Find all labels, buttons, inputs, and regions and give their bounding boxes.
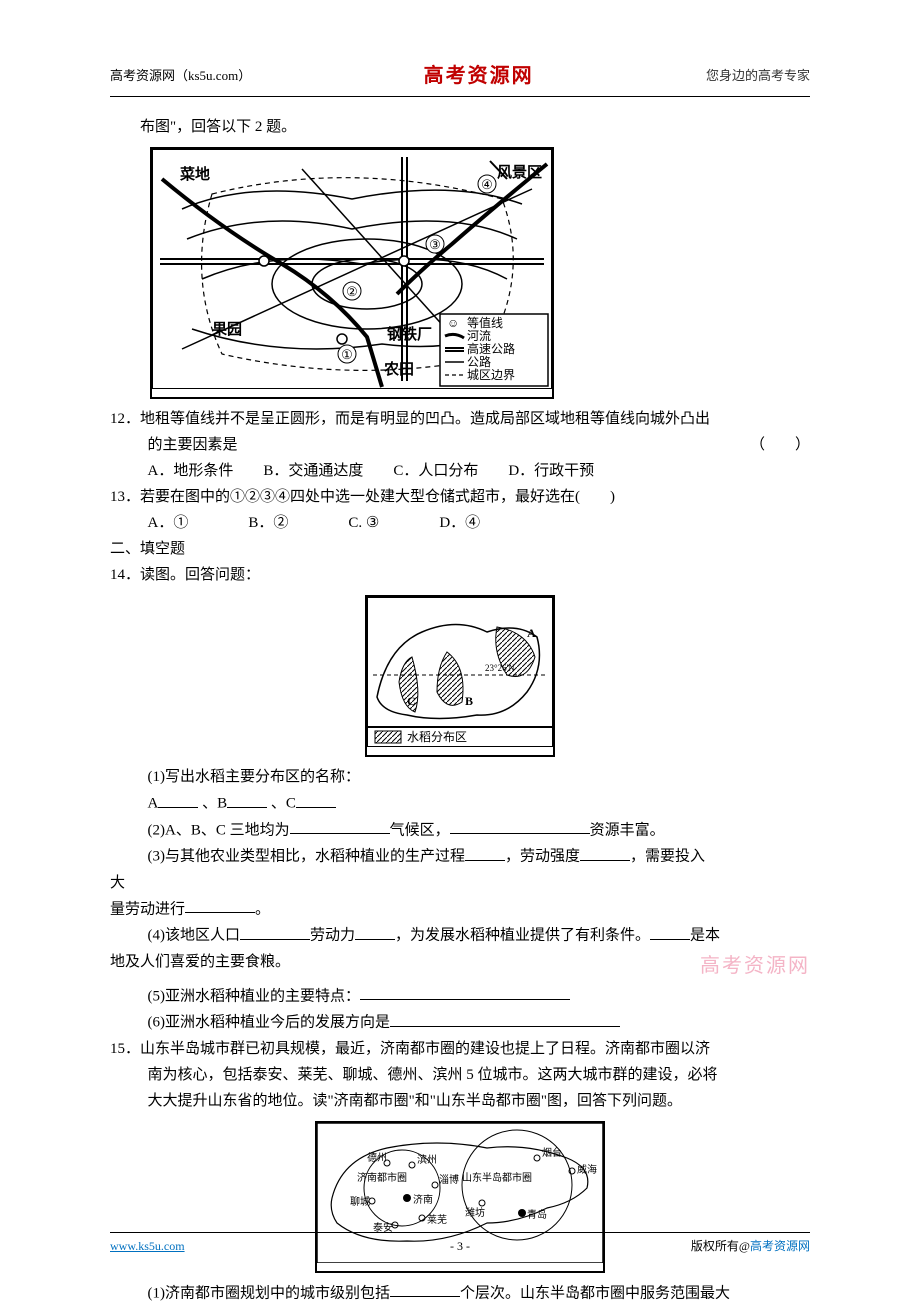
watermark-brand: 高考资源网	[700, 950, 810, 982]
svg-text:高速公路: 高速公路	[467, 341, 515, 356]
q12-line2: 的主要因素是（ ）	[110, 433, 810, 457]
svg-text:潍坊: 潍坊	[465, 1206, 485, 1219]
q14-p4b-row: 地及人们喜爱的主要食粮。 高考资源网	[110, 950, 810, 982]
footer-link-left[interactable]: www.ks5u.com	[110, 1237, 185, 1256]
svg-text:济南: 济南	[413, 1193, 433, 1206]
svg-text:淄博: 淄博	[439, 1173, 459, 1186]
q15-l1: 15．山东半岛城市群已初具规模，最近，济南都市圈的建设也提上了日程。济南都市圈以…	[110, 1037, 810, 1061]
section-2-heading: 二、填空题	[110, 537, 810, 561]
svg-text:城区边界: 城区边界	[467, 368, 515, 382]
q14-title: 14．读图。回答问题：	[110, 563, 810, 587]
header-left: 高考资源网（ks5u.com）	[110, 66, 251, 87]
q14-p4b: 地及人们喜爱的主要食粮。	[110, 950, 290, 982]
svg-text:济南都市圈: 济南都市圈	[357, 1171, 407, 1184]
svg-text:①: ①	[341, 347, 353, 362]
q14-p3a: (3)与其他农业类型相比，水稻种植业的生产过程，劳动强度，需要投入	[110, 844, 810, 869]
header-right: 您身边的高考专家	[706, 66, 810, 87]
svg-text:农田: 农田	[383, 360, 414, 378]
q13-opt-b: B．②	[248, 511, 288, 535]
intro-line: 布图"，回答以下 2 题。	[110, 115, 810, 139]
svg-text:烟台: 烟台	[542, 1146, 562, 1159]
svg-text:青岛: 青岛	[527, 1208, 547, 1221]
footer-page-number: - 3 -	[450, 1237, 470, 1256]
svg-text:23°26'N: 23°26'N	[485, 663, 515, 673]
q15-l3: 大大提升山东省的地位。读"济南都市圈"和"山东半岛都市圈"图，回答下列问题。	[110, 1089, 810, 1113]
q13-opt-a: A．①	[148, 511, 189, 535]
q14-p1-blanks: A 、B 、C	[110, 791, 810, 816]
q14-p4a: (4)该地区人口劳动力，为发展水稻种植业提供了有利条件。是本	[110, 923, 810, 948]
q14-p2: (2)A、B、C 三地均为气候区，资源丰富。	[110, 818, 810, 843]
q12-line1: 12．地租等值线并不是呈正圆形，而是有明显的凹凸。造成局部区域地租等值线向城外凸…	[110, 407, 810, 431]
q13-opt-c: C. ③	[348, 511, 379, 535]
svg-text:河流: 河流	[467, 329, 491, 343]
q13-options: A．① B．② C. ③ D．④	[110, 511, 810, 535]
q15-p1: (1)济南都市圈规划中的城市级别包括个层次。山东半岛都市圈中服务范围最大	[110, 1281, 810, 1305]
svg-text:风景区: 风景区	[497, 163, 542, 181]
svg-text:滨州: 滨州	[417, 1153, 437, 1166]
svg-text:德州: 德州	[367, 1151, 387, 1164]
svg-text:莱芜: 莱芜	[427, 1213, 447, 1226]
figure-land-rent-map: ② ③ ④ ① 菜地 果园 钢铁厂 农田 风景区 ☺ 等值线 河流 高速公路 公路	[150, 147, 554, 399]
q14-p6: (6)亚洲水稻种植业今后的发展方向是	[110, 1010, 810, 1035]
svg-text:B: B	[465, 694, 473, 708]
svg-text:☺: ☺	[447, 316, 459, 330]
svg-text:威海: 威海	[577, 1163, 597, 1176]
header-center-brand: 高考资源网	[424, 60, 534, 92]
q13-line: 13．若要在图中的①②③④四处中选一处建大型仓储式超市，最好选在( )	[110, 485, 810, 509]
svg-text:果园: 果园	[211, 321, 242, 338]
svg-text:水稻分布区: 水稻分布区	[407, 730, 467, 744]
q13-opt-d: D．④	[439, 511, 480, 535]
svg-text:聊城: 聊城	[350, 1195, 370, 1208]
q14-p3b: 大	[110, 871, 810, 895]
q15-l2: 南为核心，包括泰安、莱芜、聊城、德州、滨州 5 位城市。这两大城市群的建设，必将	[110, 1063, 810, 1087]
q14-p5: (5)亚洲水稻种植业的主要特点：	[110, 984, 810, 1009]
figure-rice-map: 23°26'N A B C 水稻分布区	[365, 595, 555, 757]
svg-text:菜地: 菜地	[179, 165, 210, 183]
svg-text:等值线: 等值线	[467, 315, 503, 330]
page-header: 高考资源网（ks5u.com） 高考资源网 您身边的高考专家	[110, 60, 810, 97]
svg-text:A: A	[527, 626, 536, 640]
q14-p1: (1)写出水稻主要分布区的名称：	[110, 765, 810, 789]
q12-options: A．地形条件 B．交通通达度 C．人口分布 D．行政干预	[110, 459, 810, 483]
svg-text:山东半岛都市圈: 山东半岛都市圈	[462, 1171, 532, 1184]
q14-p3c: 量劳动进行。	[110, 897, 810, 922]
svg-text:公路: 公路	[467, 354, 491, 369]
svg-text:C: C	[407, 694, 416, 708]
svg-text:③: ③	[429, 237, 441, 252]
svg-text:②: ②	[346, 284, 358, 299]
svg-text:④: ④	[481, 177, 493, 192]
footer-right: 版权所有@高考资源网	[691, 1237, 810, 1256]
svg-text:钢铁厂: 钢铁厂	[387, 325, 432, 343]
footer-link-right[interactable]: 高考资源网	[750, 1239, 810, 1253]
